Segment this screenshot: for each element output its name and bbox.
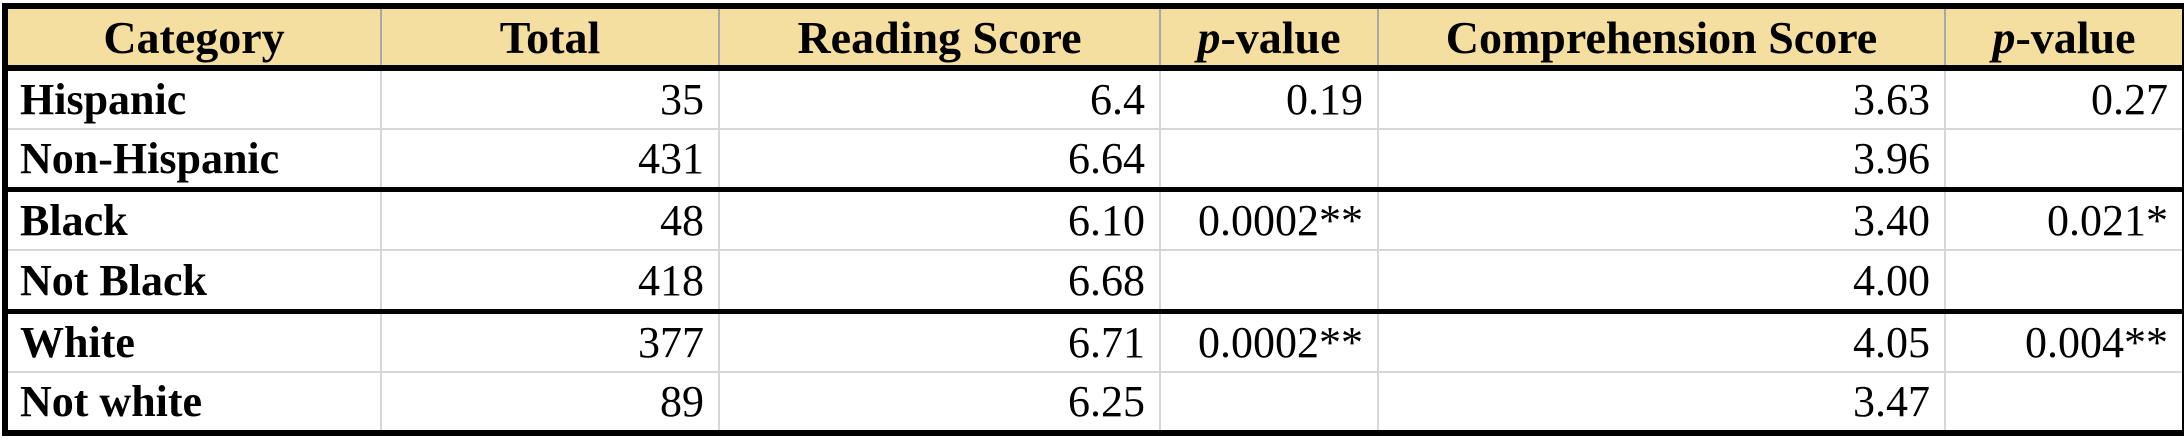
reading-comprehension-stats-table: Category Total Reading Score p-value Com… xyxy=(2,3,2184,436)
cell-total: 35 xyxy=(381,68,720,130)
pvalue-italic-p: p xyxy=(1992,11,2016,63)
cell-total: 431 xyxy=(381,128,720,193)
cell-comprehension-pvalue xyxy=(1945,128,2184,193)
cell-reading-pvalue: 0.19 xyxy=(1160,68,1379,130)
cell-total: 418 xyxy=(381,250,720,314)
cell-reading-score: 6.4 xyxy=(719,68,1161,130)
pvalue-italic-p: p xyxy=(1197,11,1221,63)
pvalue-rest: -value xyxy=(1220,11,1341,63)
cell-reading-pvalue xyxy=(1160,250,1379,314)
table-row-white: White 377 6.71 0.0002** 4.05 0.004** xyxy=(5,311,2184,374)
cell-comprehension-score: 4.05 xyxy=(1378,311,1946,374)
table-row-not-white: Not white 89 6.25 3.47 xyxy=(5,372,2184,433)
cell-comprehension-score: 3.47 xyxy=(1378,372,1946,433)
header-cell-reading-score: Reading Score xyxy=(719,6,1161,71)
cell-category: Not white xyxy=(5,372,382,433)
cell-comprehension-score: 3.63 xyxy=(1378,68,1946,130)
cell-reading-pvalue: 0.0002** xyxy=(1160,189,1379,252)
cell-total: 89 xyxy=(381,372,720,433)
cell-total: 377 xyxy=(381,311,720,374)
cell-category: Non-Hispanic xyxy=(5,128,382,193)
cell-reading-score: 6.68 xyxy=(719,250,1161,314)
cell-reading-score: 6.10 xyxy=(719,189,1161,252)
header-cell-comprehension-score: Comprehension Score xyxy=(1378,6,1946,71)
cell-category: White xyxy=(5,311,382,374)
cell-reading-pvalue xyxy=(1160,128,1379,193)
cell-reading-score: 6.71 xyxy=(719,311,1161,374)
cell-comprehension-score: 3.40 xyxy=(1378,189,1946,252)
header-cell-total: Total xyxy=(381,6,720,71)
cell-category: Black xyxy=(5,189,382,252)
cell-comprehension-pvalue xyxy=(1945,250,2184,314)
cell-comprehension-score: 3.96 xyxy=(1378,128,1946,193)
header-cell-category: Category xyxy=(5,6,382,71)
table-row-hispanic: Hispanic 35 6.4 0.19 3.63 0.27 xyxy=(5,68,2184,130)
cell-comprehension-pvalue xyxy=(1945,372,2184,433)
cell-total: 48 xyxy=(381,189,720,252)
cell-comprehension-score: 4.00 xyxy=(1378,250,1946,314)
table-header: Category Total Reading Score p-value Com… xyxy=(5,6,2184,71)
pvalue-rest: -value xyxy=(2015,11,2136,63)
cell-comprehension-pvalue: 0.27 xyxy=(1945,68,2184,130)
table-row-black: Black 48 6.10 0.0002** 3.40 0.021* xyxy=(5,189,2184,252)
header-row: Category Total Reading Score p-value Com… xyxy=(5,6,2184,71)
cell-comprehension-pvalue: 0.021* xyxy=(1945,189,2184,252)
cell-comprehension-pvalue: 0.004** xyxy=(1945,311,2184,374)
cell-category: Hispanic xyxy=(5,68,382,130)
cell-reading-score: 6.64 xyxy=(719,128,1161,193)
table-row-not-black: Not Black 418 6.68 4.00 xyxy=(5,250,2184,314)
header-cell-reading-pvalue: p-value xyxy=(1160,6,1379,71)
cell-reading-score: 6.25 xyxy=(719,372,1161,433)
table-body: Hispanic 35 6.4 0.19 3.63 0.27 Non-Hispa… xyxy=(5,68,2184,433)
cell-reading-pvalue xyxy=(1160,372,1379,433)
table-row-non-hispanic: Non-Hispanic 431 6.64 3.96 xyxy=(5,128,2184,193)
header-cell-comprehension-pvalue: p-value xyxy=(1945,6,2184,71)
cell-reading-pvalue: 0.0002** xyxy=(1160,311,1379,374)
cell-category: Not Black xyxy=(5,250,382,314)
